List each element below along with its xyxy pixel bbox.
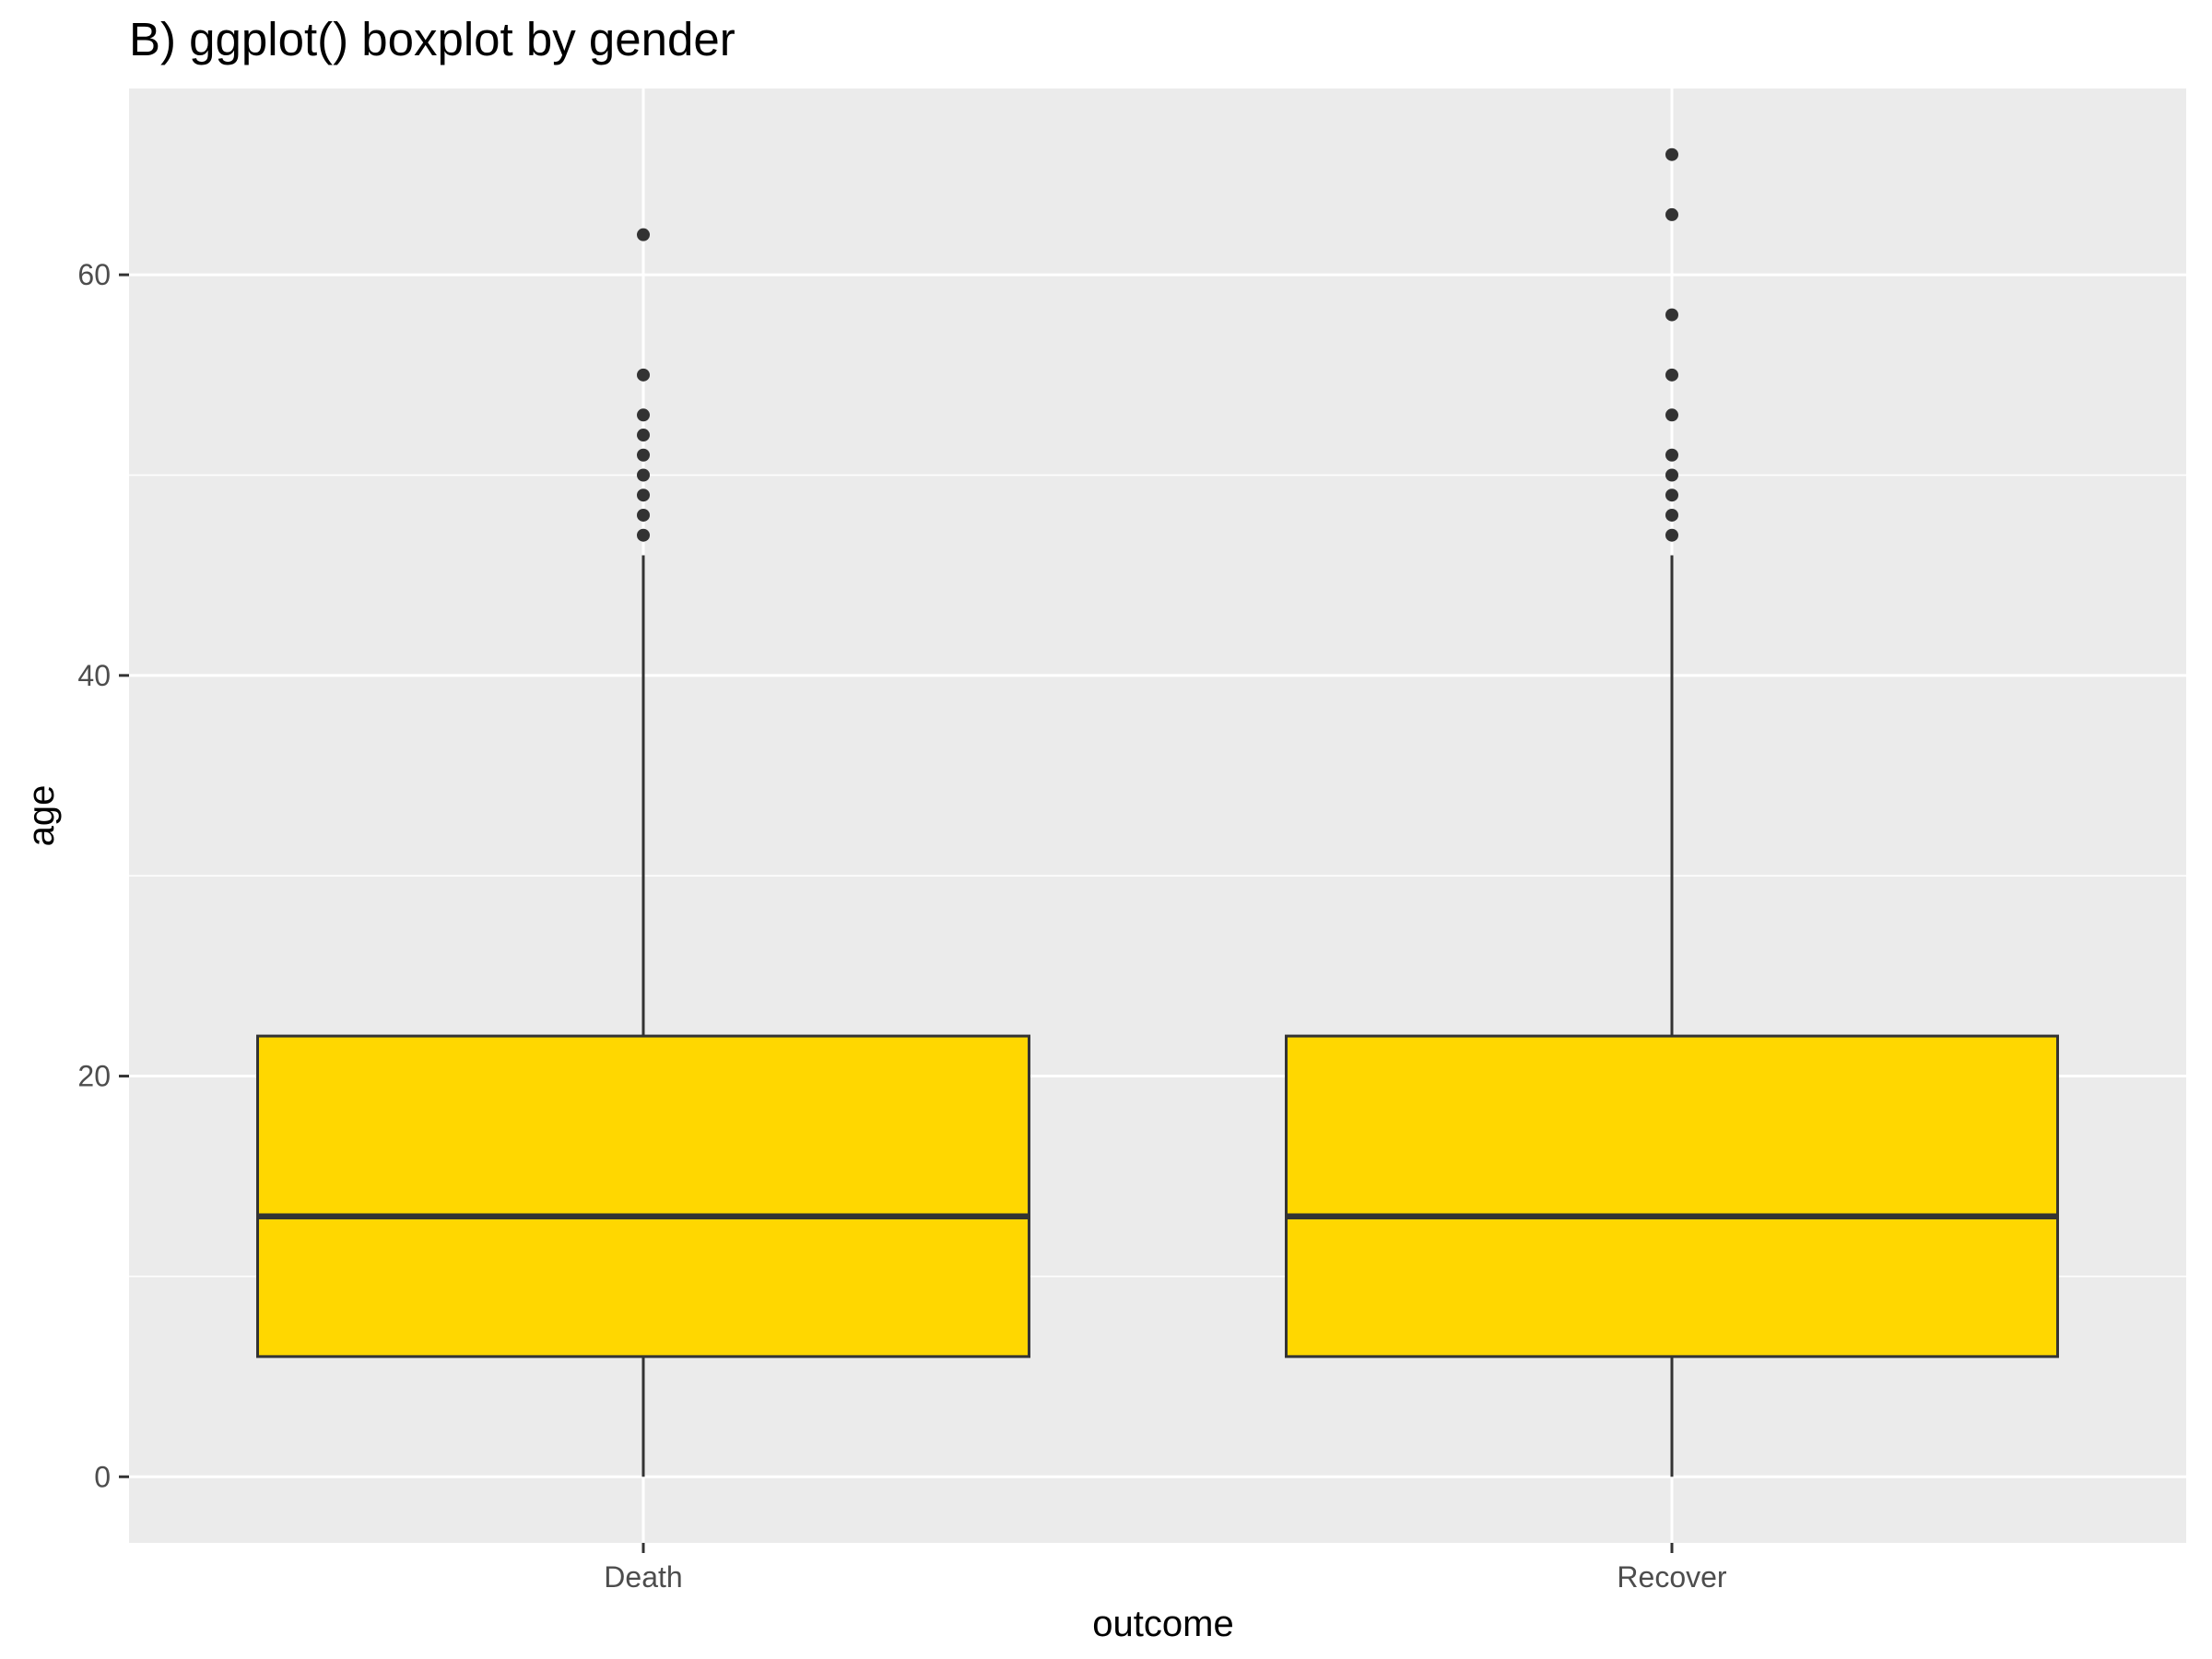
outlier-point [1665, 207, 1678, 221]
x-axis-label: outcome [1092, 1604, 1233, 1644]
outlier-point [637, 429, 650, 442]
box-death [256, 228, 1030, 1477]
x-tick-label: Death [604, 1560, 682, 1594]
outlier-point [1665, 508, 1678, 522]
y-tick-label: 40 [77, 659, 111, 692]
outlier-point [1665, 408, 1678, 422]
outlier-point [637, 468, 650, 482]
outlier-point [1665, 448, 1678, 462]
y-tick-label: 20 [77, 1060, 111, 1093]
outlier-point [637, 368, 650, 382]
outlier-point [1665, 488, 1678, 502]
outlier-point [1665, 147, 1678, 161]
outlier-point [637, 528, 650, 542]
outlier-point [637, 508, 650, 522]
y-tick-label: 60 [77, 258, 111, 291]
iqr-box [256, 1034, 1030, 1359]
outlier-point [637, 408, 650, 422]
outlier-point [1665, 368, 1678, 382]
outlier-point [1665, 528, 1678, 542]
outlier-point [637, 488, 650, 502]
y-axis-label: age [21, 785, 62, 847]
gridlines [129, 88, 2186, 1543]
y-tick-label: 0 [94, 1460, 111, 1493]
outlier-point [637, 228, 650, 241]
boxes [256, 147, 2059, 1477]
outlier-point [637, 448, 650, 462]
x-tick-label: Recover [1617, 1560, 1727, 1594]
outlier-point [1665, 468, 1678, 482]
chart-title: B) ggplot() boxplot by gender [129, 13, 735, 65]
box-recover [1285, 147, 2059, 1477]
axis-ticks: 0 20 40 60 Death Recover [77, 258, 1727, 1594]
outlier-point [1665, 308, 1678, 322]
iqr-box [1285, 1034, 2059, 1359]
